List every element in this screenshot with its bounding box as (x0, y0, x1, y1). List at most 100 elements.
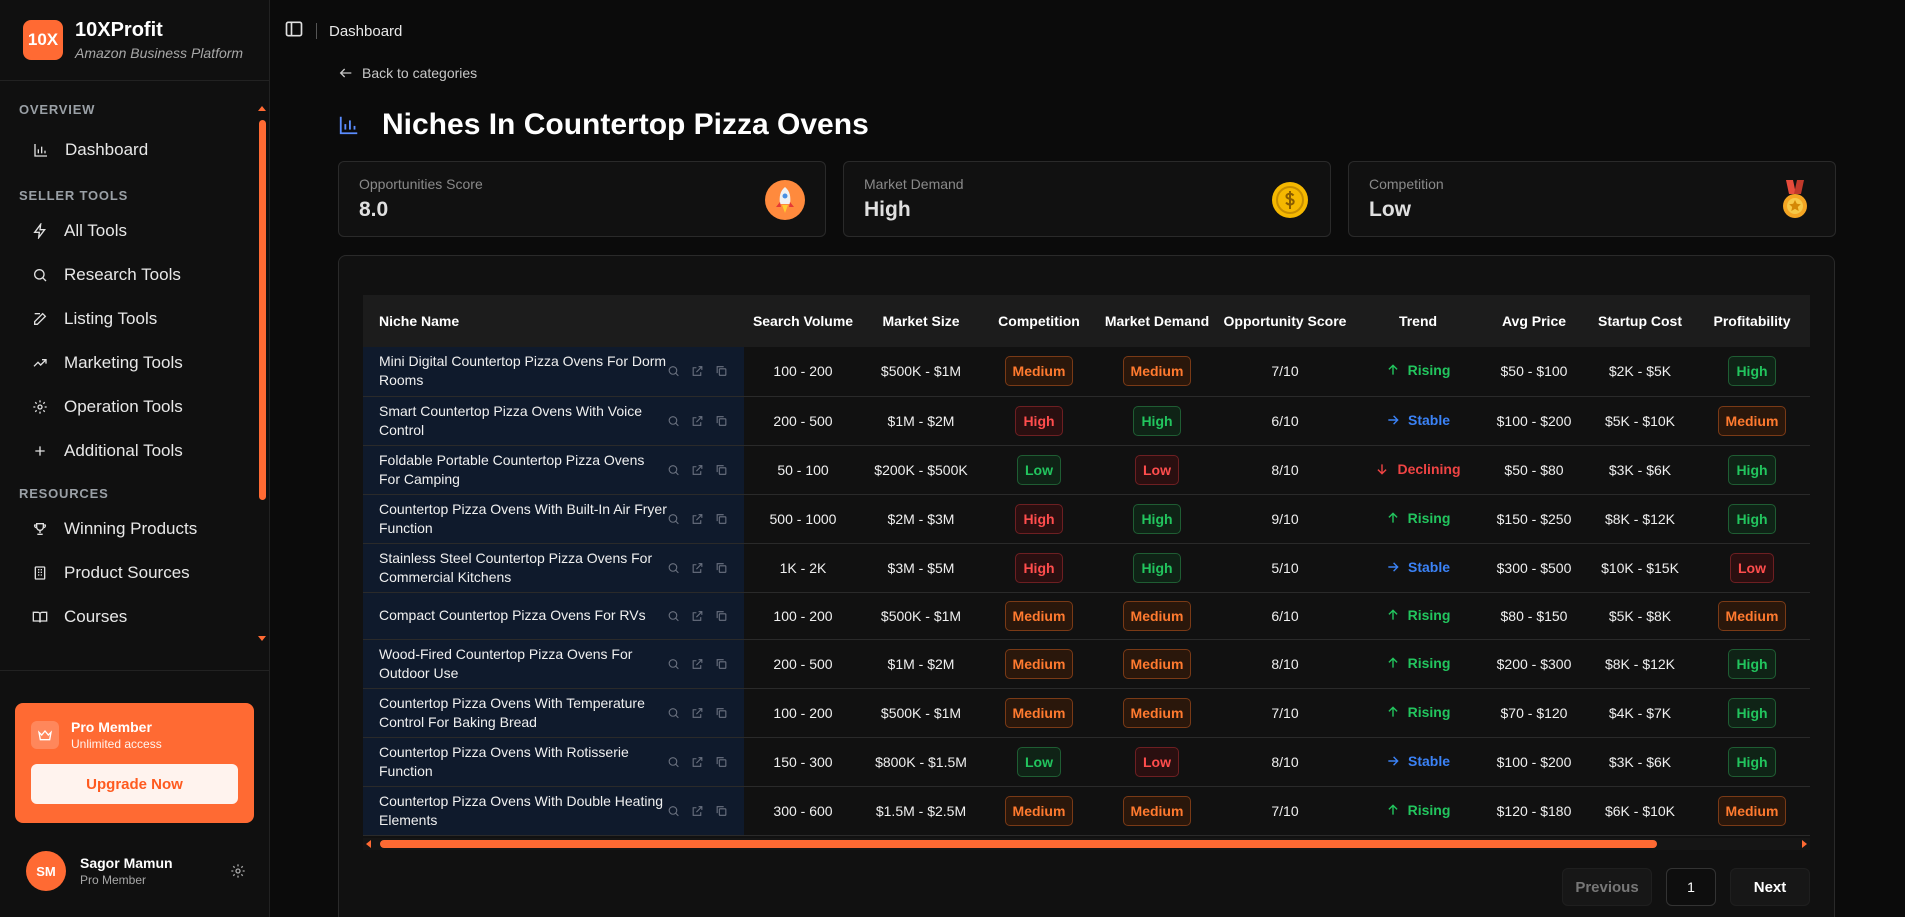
external-link-icon[interactable] (691, 512, 704, 525)
niche-name[interactable]: Stainless Steel Countertop Pizza Ovens F… (379, 549, 653, 585)
niche-name-cell[interactable]: Compact Countertop Pizza Ovens For RVs (363, 592, 744, 639)
page-number-button[interactable]: 1 (1666, 868, 1716, 906)
search-icon[interactable] (667, 804, 680, 817)
sidebar-item-additional-tools[interactable]: Additional Tools (0, 429, 258, 473)
copy-icon[interactable] (715, 512, 728, 525)
external-link-icon[interactable] (691, 755, 704, 768)
search-icon[interactable] (667, 706, 680, 719)
niche-name-cell[interactable]: Countertop Pizza Ovens With Rotisserie F… (363, 737, 744, 786)
sidebar-toggle-icon[interactable] (284, 19, 304, 44)
external-link-icon[interactable] (691, 609, 704, 622)
column-header[interactable]: Search Volume (744, 295, 862, 347)
search-icon[interactable] (667, 414, 680, 427)
sidebar-scrollbar[interactable] (258, 106, 266, 641)
column-header[interactable]: Competition (980, 295, 1098, 347)
niche-name[interactable]: Countertop Pizza Ovens With Built-In Air… (379, 500, 667, 536)
niche-name-cell[interactable]: Countertop Pizza Ovens With Temperature … (363, 688, 744, 737)
sidebar-item-listing-tools[interactable]: Listing Tools (0, 297, 258, 341)
niche-name[interactable]: Countertop Pizza Ovens With Temperature … (379, 694, 645, 730)
user-profile[interactable]: SM Sagor Mamun Pro Member (26, 851, 246, 891)
column-header[interactable]: Trend (1354, 295, 1482, 347)
scroll-right-arrow-icon[interactable] (1802, 840, 1807, 848)
sidebar-item-dashboard[interactable]: Dashboard (0, 128, 258, 172)
brand[interactable]: 10X 10XProfit Amazon Business Platform (0, 0, 269, 81)
external-link-icon[interactable] (691, 414, 704, 427)
search-icon[interactable] (667, 561, 680, 574)
niche-name-cell[interactable]: Smart Countertop Pizza Ovens With Voice … (363, 396, 744, 445)
table-scroll-area[interactable]: Niche Name Search Volume Market Size Com… (363, 295, 1810, 836)
table-row[interactable]: Compact Countertop Pizza Ovens For RVs 10… (363, 592, 1810, 639)
search-icon[interactable] (667, 512, 680, 525)
upgrade-now-button[interactable]: Upgrade Now (31, 764, 238, 804)
table-scroll-thumb[interactable] (380, 840, 1657, 848)
sidebar-item-marketing-tools[interactable]: Marketing Tools (0, 341, 258, 385)
table-row[interactable]: Countertop Pizza Ovens With Rotisserie F… (363, 737, 1810, 786)
niche-name[interactable]: Countertop Pizza Ovens With Rotisserie F… (379, 743, 629, 779)
copy-icon[interactable] (715, 414, 728, 427)
column-header[interactable]: Startup Cost (1586, 295, 1694, 347)
scroll-up-arrow-icon[interactable] (258, 106, 266, 111)
table-row[interactable]: Stainless Steel Countertop Pizza Ovens F… (363, 543, 1810, 592)
back-to-categories-link[interactable]: Back to categories (338, 65, 477, 81)
table-horizontal-scrollbar[interactable] (363, 838, 1810, 850)
scroll-left-arrow-icon[interactable] (366, 840, 371, 848)
previous-page-button[interactable]: Previous (1562, 868, 1652, 906)
external-link-icon[interactable] (691, 463, 704, 476)
copy-icon[interactable] (715, 657, 728, 670)
niche-name[interactable]: Mini Digital Countertop Pizza Ovens For … (379, 353, 667, 389)
sidebar-item-operation-tools[interactable]: Operation Tools (0, 385, 258, 429)
table-row[interactable]: Wood-Fired Countertop Pizza Ovens For Ou… (363, 639, 1810, 688)
niche-name[interactable]: Wood-Fired Countertop Pizza Ovens For Ou… (379, 645, 633, 681)
search-icon[interactable] (667, 657, 680, 670)
column-header[interactable]: Market Demand (1098, 295, 1216, 347)
search-icon[interactable] (667, 609, 680, 622)
search-icon[interactable] (667, 755, 680, 768)
table-row[interactable]: Countertop Pizza Ovens With Double Heati… (363, 786, 1810, 835)
column-header[interactable]: Niche Name (363, 295, 744, 347)
column-header[interactable]: Opportunity Score (1216, 295, 1354, 347)
niche-name-cell[interactable]: Mini Digital Countertop Pizza Ovens For … (363, 347, 744, 396)
breadcrumb[interactable]: Dashboard (329, 22, 403, 40)
niche-name[interactable]: Countertop Pizza Ovens With Double Heati… (379, 792, 664, 828)
trend-cell: Stable (1354, 543, 1482, 592)
table-row[interactable]: Countertop Pizza Ovens With Temperature … (363, 688, 1810, 737)
sidebar-item-winning-products[interactable]: Winning Products (0, 507, 258, 551)
sidebar-item-courses[interactable]: Courses (0, 595, 258, 639)
copy-icon[interactable] (715, 365, 728, 378)
niche-name-cell[interactable]: Countertop Pizza Ovens With Built-In Air… (363, 494, 744, 543)
niche-name[interactable]: Compact Countertop Pizza Ovens For RVs (379, 607, 646, 623)
column-header[interactable]: Avg Price (1482, 295, 1586, 347)
niche-name-cell[interactable]: Countertop Pizza Ovens With Double Heati… (363, 786, 744, 835)
external-link-icon[interactable] (691, 657, 704, 670)
niche-name[interactable]: Foldable Portable Countertop Pizza Ovens… (379, 451, 645, 487)
copy-icon[interactable] (715, 609, 728, 622)
settings-gear-icon[interactable] (230, 863, 246, 879)
copy-icon[interactable] (715, 463, 728, 476)
external-link-icon[interactable] (691, 804, 704, 817)
sidebar-scroll-thumb[interactable] (259, 120, 266, 500)
table-row[interactable]: Foldable Portable Countertop Pizza Ovens… (363, 445, 1810, 494)
copy-icon[interactable] (715, 561, 728, 574)
niche-name-cell[interactable]: Foldable Portable Countertop Pizza Ovens… (363, 445, 744, 494)
column-header[interactable]: Market Size (862, 295, 980, 347)
niche-name-cell[interactable]: Wood-Fired Countertop Pizza Ovens For Ou… (363, 639, 744, 688)
search-icon[interactable] (667, 463, 680, 476)
external-link-icon[interactable] (691, 706, 704, 719)
external-link-icon[interactable] (691, 561, 704, 574)
copy-icon[interactable] (715, 755, 728, 768)
niche-name-cell[interactable]: Stainless Steel Countertop Pizza Ovens F… (363, 543, 744, 592)
copy-icon[interactable] (715, 804, 728, 817)
column-header[interactable]: Profitability (1694, 295, 1810, 347)
external-link-icon[interactable] (691, 365, 704, 378)
search-icon[interactable] (667, 365, 680, 378)
table-row[interactable]: Smart Countertop Pizza Ovens With Voice … (363, 396, 1810, 445)
scroll-down-arrow-icon[interactable] (258, 636, 266, 641)
sidebar-item-all-tools[interactable]: All Tools (0, 209, 258, 253)
next-page-button[interactable]: Next (1730, 868, 1810, 906)
sidebar-item-research-tools[interactable]: Research Tools (0, 253, 258, 297)
table-row[interactable]: Mini Digital Countertop Pizza Ovens For … (363, 347, 1810, 396)
sidebar-item-product-sources[interactable]: Product Sources (0, 551, 258, 595)
niche-name[interactable]: Smart Countertop Pizza Ovens With Voice … (379, 402, 642, 438)
copy-icon[interactable] (715, 706, 728, 719)
table-row[interactable]: Countertop Pizza Ovens With Built-In Air… (363, 494, 1810, 543)
